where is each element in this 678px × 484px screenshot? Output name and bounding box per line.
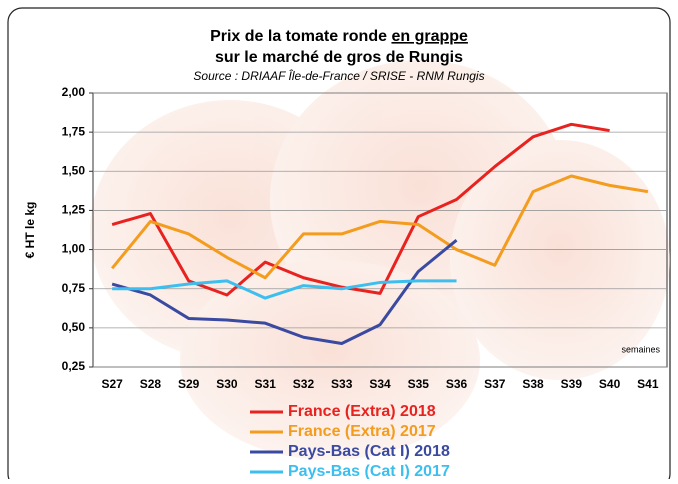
x-tick-label: S31 [255,377,277,391]
x-tick-label: S28 [140,377,162,391]
legend-label: Pays-Bas (Cat I) 2018 [288,443,450,460]
title-underlined: en grappe [391,28,468,45]
chart-subtitle: Source : DRIAAF Île-de-France / SRISE - … [193,68,484,83]
chart-title-line2: sur le marché de gros de Rungis [215,49,463,66]
y-axis-label: € HT le kg [23,202,37,259]
legend-label: France (Extra) 2018 [288,403,436,420]
x-tick-label: S39 [561,377,583,391]
x-tick-label: S29 [178,377,200,391]
legend-label: France (Extra) 2017 [288,423,436,440]
y-tick-label: 0,25 [62,359,86,373]
y-tick-label: 0,75 [62,281,86,295]
y-tick-label: 1,50 [62,163,86,177]
x-tick-label: S37 [484,377,506,391]
x-tick-label: S33 [331,377,353,391]
chart: Prix de la tomate ronde en grappe sur le… [0,0,678,479]
x-tick-label: S34 [369,377,391,391]
x-tick-label: S36 [446,377,468,391]
x-tick-label: S40 [599,377,621,391]
x-tick-label: S27 [101,377,123,391]
y-tick-label: 1,25 [62,203,86,217]
x-tick-label: S32 [293,377,315,391]
y-tick-label: 2,00 [62,85,86,99]
page: {"chart_data": { "type": "line", "title"… [0,0,678,479]
x-tick-label: S38 [522,377,544,391]
x-tick-label: S30 [216,377,238,391]
x-tick-label: S41 [637,377,659,391]
legend-label: Pays-Bas (Cat I) 2017 [288,463,450,479]
y-tick-label: 1,75 [62,124,86,138]
x-axis-label: semaines [621,344,660,354]
x-tick-label: S35 [408,377,430,391]
chart-title: Prix de la tomate ronde en grappe [210,28,468,45]
title-part: Prix de la tomate ronde [210,28,391,45]
y-tick-label: 1,00 [62,242,86,256]
y-tick-label: 0,50 [62,320,86,334]
